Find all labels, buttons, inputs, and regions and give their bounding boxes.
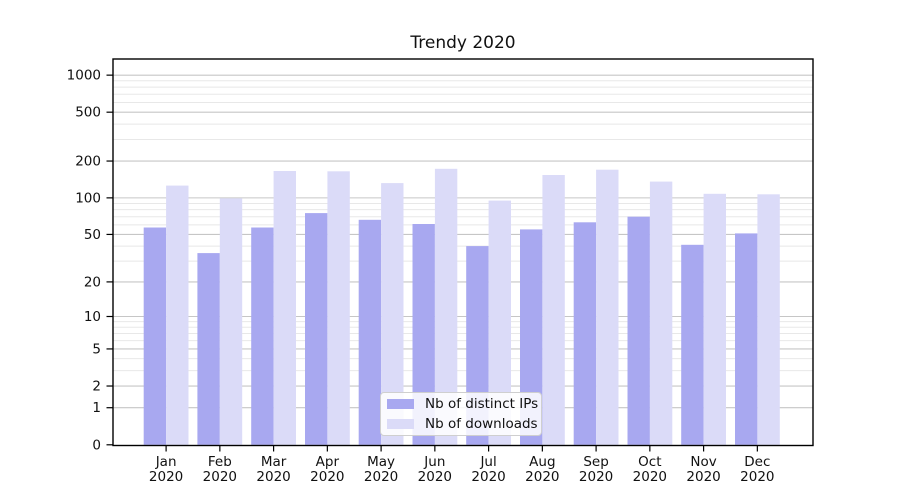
bar-mar-downloads: [273, 171, 296, 445]
bar-apr-downloads: [327, 171, 350, 445]
x-tick-label-year: 2020: [203, 469, 237, 485]
bar-dec-downloads: [757, 194, 780, 445]
legend-item-distinct-ips: Nb of distinct IPs: [381, 394, 541, 414]
bar-nov-downloads: [703, 193, 726, 445]
legend: Nb of distinct IPs Nb of downloads: [380, 392, 542, 436]
x-tick-label-year: 2020: [471, 469, 505, 485]
x-tick-label-month: Jan: [155, 454, 177, 470]
bar-jan-distinct-ips: [143, 227, 167, 445]
chart-title: Trendy 2020: [410, 33, 516, 53]
plot-border: [112, 58, 814, 447]
legend-swatch-distinct-ips: [387, 398, 414, 409]
x-tick-label-month: Jul: [479, 454, 496, 470]
x-tick-label-year: 2020: [686, 469, 720, 485]
y-tick-label: 200: [75, 154, 101, 170]
legend-label-downloads: Nb of downloads: [425, 416, 538, 433]
bar-aug-downloads: [542, 175, 565, 445]
bar-oct-distinct-ips: [627, 216, 650, 445]
bar-may-distinct-ips: [358, 219, 382, 445]
y-tick-label: 1: [92, 400, 101, 416]
x-tick-label-year: 2020: [364, 469, 398, 485]
x-tick-label-month: Feb: [208, 454, 232, 470]
x-tick-label-month: Mar: [261, 454, 287, 470]
bar-dec-distinct-ips: [735, 233, 758, 445]
y-tick-label: 20: [84, 274, 101, 290]
x-tick-label-year: 2020: [149, 469, 183, 485]
y-tick-label: 0: [92, 437, 101, 453]
bar-may-downloads: [381, 183, 404, 445]
y-tick-label: 5: [92, 341, 101, 357]
bar-mar-distinct-ips: [251, 227, 274, 445]
x-tick-label-month: Nov: [690, 454, 716, 470]
bar-feb-downloads: [219, 198, 243, 445]
bar-jul-downloads: [488, 200, 511, 445]
bar-nov-distinct-ips: [681, 244, 704, 445]
y-tick-label: 2: [92, 379, 101, 395]
legend-swatch-downloads: [387, 419, 414, 430]
bar-oct-downloads: [649, 181, 673, 445]
bar-jun-distinct-ips: [412, 224, 435, 445]
x-tick-label-month: Jun: [423, 454, 445, 470]
bar-jan-downloads: [166, 185, 189, 445]
y-tick-label: 10: [84, 309, 101, 325]
bar-sep-distinct-ips: [573, 222, 597, 445]
x-tick-label-year: 2020: [310, 469, 344, 485]
x-tick-label-month: Dec: [744, 454, 770, 470]
y-tick-label: 50: [84, 227, 101, 243]
bar-feb-distinct-ips: [197, 253, 220, 445]
x-tick-label-month: Oct: [638, 454, 661, 470]
x-tick-label-month: Aug: [529, 454, 555, 470]
x-tick-label-year: 2020: [633, 469, 667, 485]
x-tick-label-year: 2020: [418, 469, 452, 485]
x-tick-label-year: 2020: [579, 469, 613, 485]
x-tick-label-year: 2020: [525, 469, 559, 485]
x-tick-label-year: 2020: [740, 469, 774, 485]
bar-apr-distinct-ips: [305, 213, 328, 445]
bar-sep-downloads: [596, 169, 619, 445]
bar-jun-downloads: [434, 168, 458, 445]
x-tick-label-year: 2020: [256, 469, 290, 485]
y-tick-label: 500: [75, 105, 101, 121]
y-tick-label: 1000: [67, 68, 101, 84]
y-tick-label: 100: [75, 190, 101, 206]
x-tick-label-month: Apr: [316, 454, 340, 470]
x-tick-label-month: May: [367, 454, 395, 470]
bar-aug-distinct-ips: [520, 229, 543, 445]
legend-item-downloads: Nb of downloads: [381, 414, 541, 434]
legend-label-distinct-ips: Nb of distinct IPs: [425, 395, 539, 412]
x-tick-label-month: Sep: [583, 454, 608, 470]
